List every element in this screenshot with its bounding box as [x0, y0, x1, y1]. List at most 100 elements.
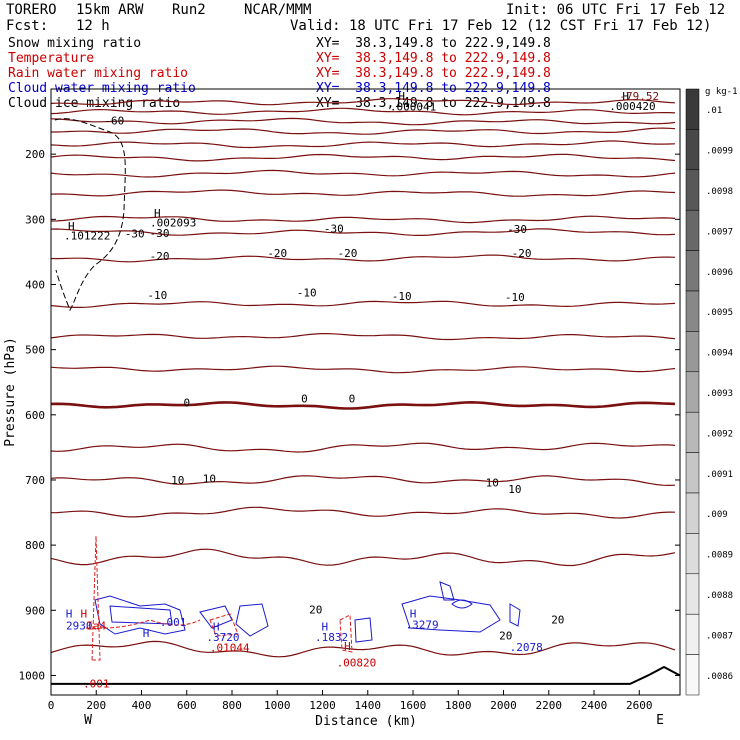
extremum-label: H: [68, 220, 75, 233]
temperature-isotherm: [51, 189, 676, 197]
temperature-contour-label: 20: [551, 613, 564, 626]
colorbar-units: g kg-1: [705, 87, 738, 97]
y-tick-label: 600: [25, 409, 45, 422]
extremum-label: H: [213, 621, 220, 634]
x-tick-label: 1600: [400, 699, 427, 712]
temperature-contour-label: 10: [203, 473, 216, 486]
extremum-label: .002093: [150, 217, 196, 230]
axes: 0 200 400 600 800 1000 1200 1400 1600 1800 2000 220…: [19, 148, 680, 712]
extremum-label: .01044: [210, 641, 250, 654]
temperature-contour-label: 20: [499, 630, 512, 643]
x-tick-label: 1200: [309, 699, 336, 712]
colorbar-label: .009: [706, 510, 728, 520]
extremum-label: H: [321, 621, 328, 634]
temperature-isotherm: [51, 506, 676, 519]
snow-contours: [54, 118, 126, 312]
extremum-label: H: [66, 608, 73, 621]
temperature-isotherm: [51, 215, 676, 224]
plot-frame: [50, 88, 681, 696]
extremum-label: H: [410, 608, 417, 621]
extremum-label: H: [80, 608, 87, 621]
cloud-water-contour: [401, 595, 501, 633]
extremum-label: H: [398, 90, 405, 103]
temperature-contour-label: -30: [324, 222, 344, 235]
colorbar-label: .0095: [706, 308, 733, 318]
x-tick-label: 1400: [355, 699, 382, 712]
colorbar-swatch: [685, 492, 700, 534]
cloud-water-contours: [94, 581, 521, 643]
colorbar-label: .01: [706, 106, 722, 116]
cloud-water-contour: [94, 595, 186, 635]
rain-contour: [339, 614, 353, 653]
temperature-contour-label: 0: [301, 393, 308, 406]
y-tick-label: 900: [25, 604, 45, 617]
colorbar-swatch: [685, 290, 700, 332]
colorbar-swatch: [685, 88, 700, 130]
temperature-contours: [51, 98, 680, 685]
temperature-contour-label: -60: [104, 114, 124, 127]
x-tick-label: 200: [86, 699, 106, 712]
temperature-contour-label: -10: [392, 290, 412, 303]
extremum-label: .3720: [206, 631, 239, 644]
ground-surface: [51, 665, 680, 685]
temperature-isotherm: [51, 548, 676, 567]
model-name: TORERO: [6, 2, 57, 18]
temperature-contour-label: 0: [183, 396, 190, 409]
colorbar-swatch: [685, 411, 700, 453]
east-label: E: [656, 713, 664, 728]
temperature-contour-label: -30: [507, 223, 527, 236]
y-axis-title: Pressure (hPa): [3, 337, 18, 447]
extremum-label: .2078: [510, 641, 543, 654]
y-tick-label: 200: [25, 148, 45, 161]
y-tick-label: 400: [25, 278, 45, 291]
temperature-isotherm: [51, 127, 676, 135]
temperature-contour-label: -10: [297, 286, 317, 299]
temperature-isotherm: [51, 117, 676, 126]
cloud-water-contour: [235, 603, 269, 637]
colorbar-swatch: [685, 169, 700, 211]
x-axis-title: Distance (km): [315, 714, 417, 729]
x-tick-label: 800: [222, 699, 242, 712]
colorbar-swatch: [685, 573, 700, 615]
y-tick-label: 1000: [19, 669, 46, 682]
temperature-isotherm: [51, 300, 676, 308]
temperature-isotherm: [51, 333, 676, 341]
extremum-label: H: [622, 90, 629, 103]
colorbar-swatch: [685, 452, 700, 494]
x-tick-label: 1000: [264, 699, 291, 712]
y-tick-label: 500: [25, 344, 45, 357]
temperature-isotherm: [51, 254, 676, 263]
cloud-water-contour: [509, 603, 521, 627]
temperature-isotherm: [51, 640, 676, 658]
colorbar-swatch: [685, 250, 700, 292]
temperature-contour-label: -10: [505, 291, 525, 304]
temperature-isotherm: [51, 169, 676, 178]
x-tick-label: 600: [177, 699, 197, 712]
temperature-isotherm: [51, 228, 676, 236]
rain-contour: [85, 619, 201, 629]
cloud-water-contour: [451, 599, 473, 609]
y-tick-label: 800: [25, 539, 45, 552]
extremum-label: 2930: [66, 619, 93, 632]
temperature-contour-label: -30: [125, 228, 145, 241]
colorbar-swatch: [685, 331, 700, 373]
temperature-isotherm: [51, 98, 676, 106]
field-temperature-name: Temperature: [8, 51, 95, 66]
colorbar-label: .0086: [706, 672, 733, 682]
extremum-label: .000420: [609, 100, 655, 113]
colorbar-label: .0096: [706, 268, 733, 278]
temperature-contour-label: -20: [150, 250, 170, 263]
temperature-isotherm: [51, 153, 676, 162]
run-label: Run2: [172, 2, 206, 18]
colorbar-label: .0097: [706, 227, 733, 237]
org-label: NCAR/MMM: [244, 2, 312, 18]
rain-contours: [85, 535, 353, 661]
x-tick-label: 2600: [626, 699, 653, 712]
colorbar-swatch: [685, 533, 700, 575]
field-rain-xy: XY= 38.3,149.8 to 222.9,149.8: [316, 66, 551, 81]
rain-contour: [209, 613, 239, 637]
colorbar-label: .0087: [706, 631, 733, 641]
extremum-label: .000041: [390, 101, 436, 114]
west-label: W: [84, 713, 92, 728]
